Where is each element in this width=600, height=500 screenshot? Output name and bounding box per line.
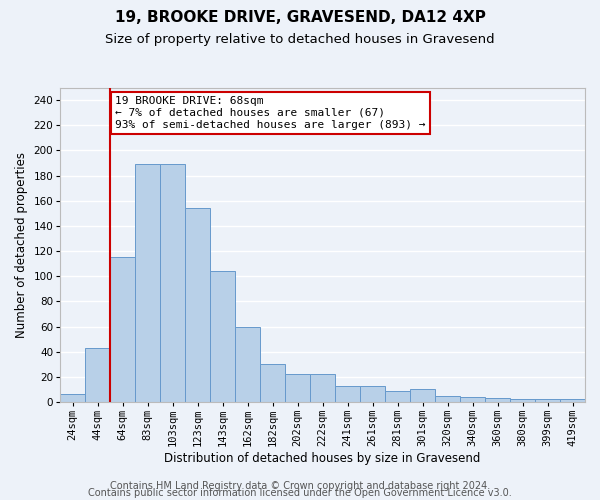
Bar <box>410 390 435 402</box>
Text: 19, BROOKE DRIVE, GRAVESEND, DA12 4XP: 19, BROOKE DRIVE, GRAVESEND, DA12 4XP <box>115 10 485 25</box>
Bar <box>310 374 335 402</box>
Text: 19 BROOKE DRIVE: 68sqm
← 7% of detached houses are smaller (67)
93% of semi-deta: 19 BROOKE DRIVE: 68sqm ← 7% of detached … <box>115 96 426 130</box>
Bar <box>360 386 385 402</box>
Bar <box>260 364 285 402</box>
Bar <box>335 386 360 402</box>
Text: Contains public sector information licensed under the Open Government Licence v3: Contains public sector information licen… <box>88 488 512 498</box>
Bar <box>235 326 260 402</box>
Bar <box>285 374 310 402</box>
Bar <box>485 398 510 402</box>
Bar <box>385 390 410 402</box>
Bar <box>110 258 135 402</box>
Bar <box>60 394 85 402</box>
Text: Contains HM Land Registry data © Crown copyright and database right 2024.: Contains HM Land Registry data © Crown c… <box>110 481 490 491</box>
Bar <box>435 396 460 402</box>
Bar <box>160 164 185 402</box>
Bar <box>210 271 235 402</box>
Bar <box>185 208 210 402</box>
Y-axis label: Number of detached properties: Number of detached properties <box>15 152 28 338</box>
X-axis label: Distribution of detached houses by size in Gravesend: Distribution of detached houses by size … <box>164 452 481 465</box>
Bar <box>85 348 110 402</box>
Bar <box>560 400 585 402</box>
Bar <box>135 164 160 402</box>
Bar <box>510 400 535 402</box>
Text: Size of property relative to detached houses in Gravesend: Size of property relative to detached ho… <box>105 32 495 46</box>
Bar <box>460 397 485 402</box>
Bar <box>535 400 560 402</box>
